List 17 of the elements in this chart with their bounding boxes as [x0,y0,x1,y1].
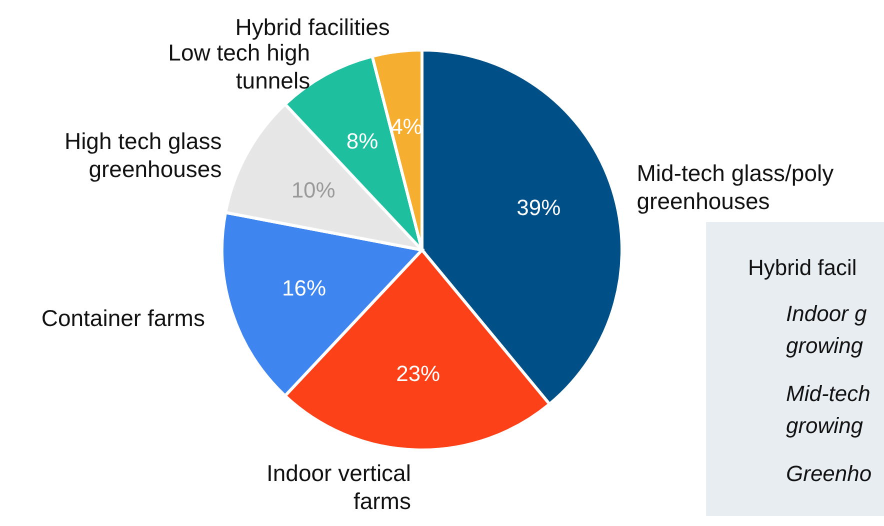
data-label: 8% [346,128,378,154]
data-label: 16% [282,275,326,300]
text: Hybrid facil [748,255,857,280]
slice-label: Hybrid facilities [235,14,390,40]
text: Greenho [786,461,872,486]
data-label: 39% [516,194,561,220]
slice-label: Indoor vertical farms [266,460,411,514]
text: Mid-tech [786,381,870,406]
text: growing [786,333,864,358]
text: Indoor g [786,301,868,326]
data-label: 10% [291,177,336,202]
data-label: 23% [396,360,440,386]
text: growing [786,413,864,438]
slice-label: Low tech high tunnels [168,40,310,94]
slice-label: Mid-tech glass/poly greenhouses [636,160,834,214]
slice-label: Container farms [41,305,205,332]
slice-label: High tech glass greenhouses [64,128,222,182]
